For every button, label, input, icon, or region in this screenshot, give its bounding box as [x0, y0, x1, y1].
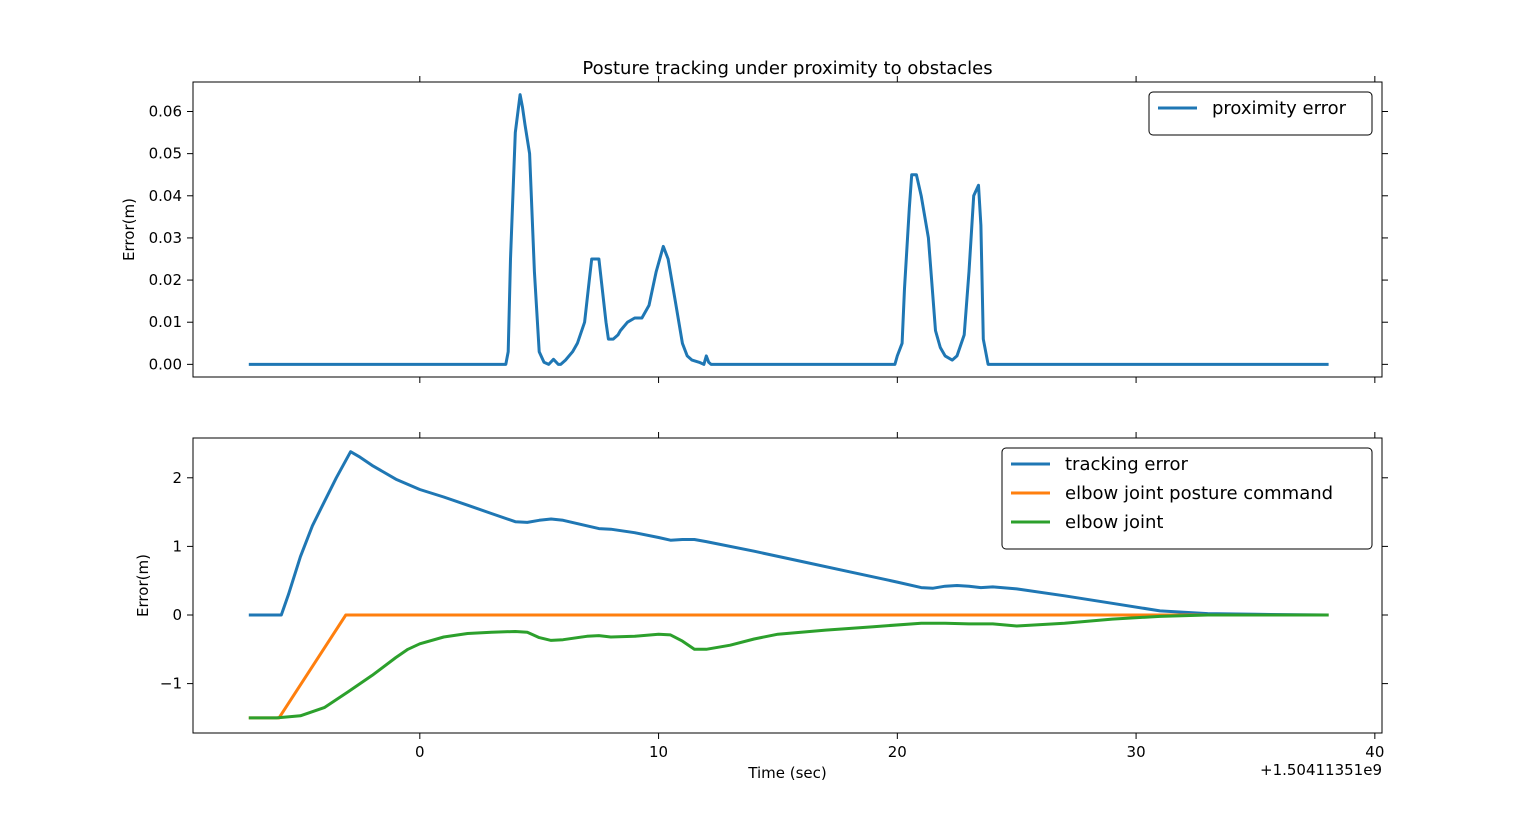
top-ytick-label: 0.02 — [149, 271, 182, 289]
bottom-y-axis-label: Error(m) — [134, 554, 152, 617]
top-ytick-label: 0.04 — [149, 187, 182, 205]
top-ytick-label: 0.03 — [149, 229, 182, 247]
top-axes-frame — [192, 81, 1383, 378]
bottom-legend-label: elbow joint — [1065, 512, 1163, 533]
bottom-series-line-elbow-joint-posture-command — [248, 613, 1329, 720]
top-panel: 0.00 0.01 0.02 0.03 0.04 0.05 0.06 Error(m) Post… — [120, 58, 1388, 383]
bottom-xtick-label: 20 — [888, 743, 907, 761]
bottom-x-offset-label: +1.50411351e9 — [1260, 761, 1382, 779]
bottom-ytick-label: 0 — [172, 606, 182, 624]
bottom-xtick-label: 40 — [1365, 743, 1384, 761]
bottom-legend: tracking error elbow joint posture comman… — [1001, 447, 1373, 550]
bottom-x-axis-label: Time (sec) — [747, 764, 826, 782]
top-chart-title: Posture tracking under proximity to obst… — [582, 58, 992, 79]
bottom-xtick-label: 10 — [649, 743, 668, 761]
bottom-legend-label: elbow joint posture command — [1065, 483, 1333, 504]
top-legend: proximity error — [1148, 91, 1373, 136]
bottom-axes-frame — [192, 437, 1383, 734]
bottom-series-line-tracking-error — [248, 450, 1329, 617]
bottom-panel: 0 10 20 30 40 −1 0 1 2 Error(m) Time (sec) +1.50411… — [134, 432, 1388, 782]
top-ytick-label: 0.06 — [149, 103, 182, 121]
bottom-series-line-elbow-joint — [248, 613, 1329, 720]
top-legend-box — [1148, 91, 1373, 136]
top-ytick-label: 0.00 — [149, 355, 182, 373]
top-ytick-label: 0.05 — [149, 145, 182, 163]
bottom-xtick-label: 0 — [415, 743, 425, 761]
bottom-legend-box — [1001, 447, 1373, 550]
bottom-legend-label: tracking error — [1065, 454, 1189, 475]
top-y-axis-label: Error(m) — [120, 198, 138, 261]
top-legend-label: proximity error — [1212, 98, 1347, 119]
top-series-line-proximity-error — [248, 93, 1329, 366]
bottom-ytick-label: 2 — [172, 469, 182, 487]
bottom-ytick-label: 1 — [172, 537, 182, 555]
bottom-xtick-label: 30 — [1127, 743, 1146, 761]
bottom-ytick-label: −1 — [160, 675, 182, 693]
top-ytick-label: 0.01 — [149, 313, 182, 331]
